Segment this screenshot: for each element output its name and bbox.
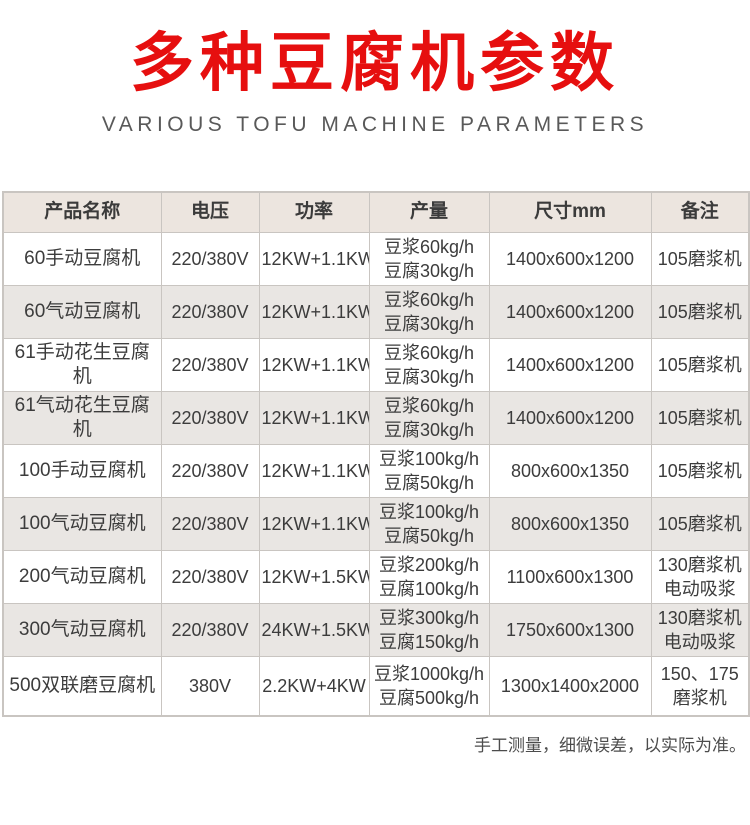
cell-product-name: 500双联磨豆腐机: [2, 655, 162, 717]
spec-table-header: 产品名称 电压 功率 产量 尺寸mm 备注: [2, 191, 750, 233]
cell-size: 1400x600x1200: [488, 337, 652, 392]
cell-output: 豆浆300kg/h 豆腐150kg/h: [368, 602, 490, 657]
cell-product-name: 200气动豆腐机: [2, 549, 162, 604]
spec-table: 产品名称 电压 功率 产量 尺寸mm 备注 60手动豆腐机 220/380V 1…: [2, 191, 750, 717]
column-header-size: 尺寸mm: [488, 191, 652, 233]
cell-voltage: 220/380V: [160, 602, 260, 657]
cell-product-name: 61手动花生豆腐机: [2, 337, 162, 392]
cell-power: 2.2KW+4KW: [258, 655, 370, 717]
table-row: 61气动花生豆腐机 220/380V 12KW+1.1KW 豆浆60kg/h 豆…: [2, 390, 750, 445]
cell-output: 豆浆1000kg/h 豆腐500kg/h: [368, 655, 490, 717]
page-subtitle: VARIOUS TOFU MACHINE PARAMETERS: [101, 113, 649, 136]
cell-voltage: 220/380V: [160, 337, 260, 392]
cell-product-name: 61气动花生豆腐机: [2, 390, 162, 445]
cell-product-name: 100气动豆腐机: [2, 496, 162, 551]
table-row: 60气动豆腐机 220/380V 12KW+1.1KW 豆浆60kg/h 豆腐3…: [2, 284, 750, 339]
cell-size: 1300x1400x2000: [488, 655, 652, 717]
cell-output: 豆浆100kg/h 豆腐50kg/h: [368, 496, 490, 551]
table-row: 100气动豆腐机 220/380V 12KW+1.1KW 豆浆100kg/h 豆…: [2, 496, 750, 551]
cell-power: 12KW+1.5KW: [258, 549, 370, 604]
measurement-note: 手工测量，细微误差，以实际为准。: [474, 736, 746, 755]
cell-output: 豆浆100kg/h 豆腐50kg/h: [368, 443, 490, 498]
cell-power: 12KW+1.1KW: [258, 443, 370, 498]
cell-size: 800x600x1350: [488, 443, 652, 498]
table-row: 61手动花生豆腐机 220/380V 12KW+1.1KW 豆浆60kg/h 豆…: [2, 337, 750, 392]
column-header-product-name: 产品名称: [2, 191, 162, 233]
cell-note: 150、175 磨浆机: [650, 655, 750, 717]
cell-output: 豆浆60kg/h 豆腐30kg/h: [368, 337, 490, 392]
header-row: 产品名称 电压 功率 产量 尺寸mm 备注: [2, 191, 750, 233]
table-row: 200气动豆腐机 220/380V 12KW+1.5KW 豆浆200kg/h 豆…: [2, 549, 750, 604]
cell-note: 105磨浆机: [650, 443, 750, 498]
cell-product-name: 60手动豆腐机: [2, 231, 162, 286]
spec-table-body: 60手动豆腐机 220/380V 12KW+1.1KW 豆浆60kg/h 豆腐3…: [2, 231, 750, 717]
column-header-note: 备注: [650, 191, 750, 233]
cell-power: 12KW+1.1KW: [258, 231, 370, 286]
cell-power: 12KW+1.1KW: [258, 337, 370, 392]
cell-output: 豆浆60kg/h 豆腐30kg/h: [368, 284, 490, 339]
column-header-output: 产量: [368, 191, 490, 233]
cell-power: 12KW+1.1KW: [258, 496, 370, 551]
cell-output: 豆浆200kg/h 豆腐100kg/h: [368, 549, 490, 604]
table-row: 100手动豆腐机 220/380V 12KW+1.1KW 豆浆100kg/h 豆…: [2, 443, 750, 498]
cell-voltage: 220/380V: [160, 496, 260, 551]
cell-note: 130磨浆机 电动吸浆: [650, 549, 750, 604]
cell-product-name: 60气动豆腐机: [2, 284, 162, 339]
cell-product-name: 300气动豆腐机: [2, 602, 162, 657]
cell-note: 105磨浆机: [650, 496, 750, 551]
cell-note: 105磨浆机: [650, 284, 750, 339]
cell-product-name: 100手动豆腐机: [2, 443, 162, 498]
cell-size: 800x600x1350: [488, 496, 652, 551]
cell-voltage: 380V: [160, 655, 260, 717]
cell-note: 105磨浆机: [650, 231, 750, 286]
cell-output: 豆浆60kg/h 豆腐30kg/h: [368, 231, 490, 286]
column-header-voltage: 电压: [160, 191, 260, 233]
column-header-power: 功率: [258, 191, 370, 233]
cell-note: 105磨浆机: [650, 390, 750, 445]
page-title: 多种豆腐机参数: [130, 28, 620, 99]
cell-output: 豆浆60kg/h 豆腐30kg/h: [368, 390, 490, 445]
cell-size: 1400x600x1200: [488, 390, 652, 445]
cell-voltage: 220/380V: [160, 231, 260, 286]
table-row: 300气动豆腐机 220/380V 24KW+1.5KW 豆浆300kg/h 豆…: [2, 602, 750, 657]
cell-size: 1100x600x1300: [488, 549, 652, 604]
page: 多种豆腐机参数 VARIOUS TOFU MACHINE PARAMETERS …: [0, 32, 750, 825]
cell-power: 12KW+1.1KW: [258, 390, 370, 445]
cell-voltage: 220/380V: [160, 443, 260, 498]
cell-voltage: 220/380V: [160, 549, 260, 604]
cell-voltage: 220/380V: [160, 284, 260, 339]
table-row: 500双联磨豆腐机 380V 2.2KW+4KW 豆浆1000kg/h 豆腐50…: [2, 655, 750, 717]
cell-size: 1750x600x1300: [488, 602, 652, 657]
table-row: 60手动豆腐机 220/380V 12KW+1.1KW 豆浆60kg/h 豆腐3…: [2, 231, 750, 286]
cell-size: 1400x600x1200: [488, 284, 652, 339]
cell-note: 130磨浆机 电动吸浆: [650, 602, 750, 657]
cell-note: 105磨浆机: [650, 337, 750, 392]
cell-power: 24KW+1.5KW: [258, 602, 370, 657]
cell-power: 12KW+1.1KW: [258, 284, 370, 339]
cell-size: 1400x600x1200: [488, 231, 652, 286]
cell-voltage: 220/380V: [160, 390, 260, 445]
